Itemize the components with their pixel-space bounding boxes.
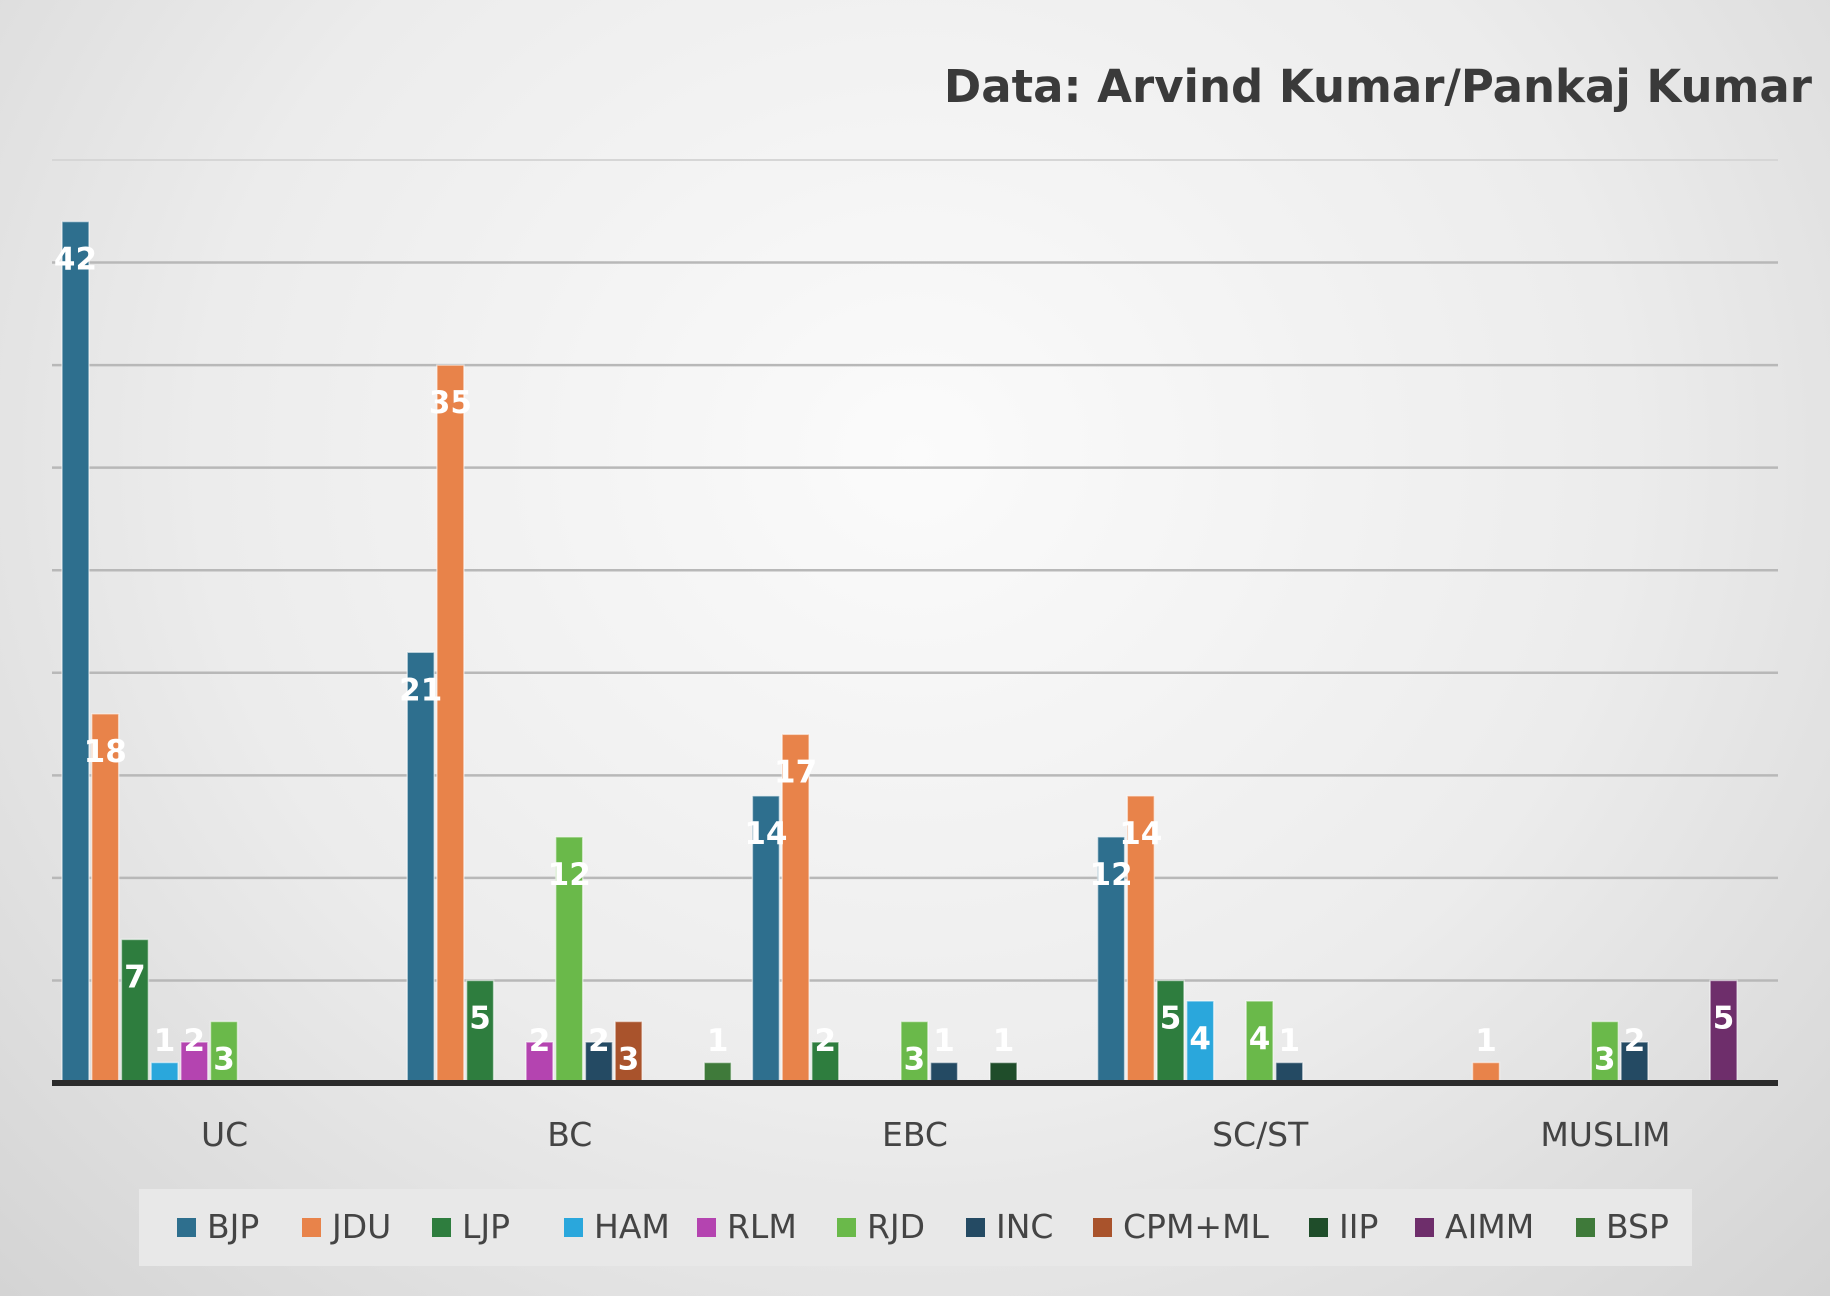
data-label-ebc-jdu: 17 <box>774 754 817 790</box>
data-label-sc-st-bjp: 12 <box>1090 857 1133 893</box>
bars <box>61 220 1738 1084</box>
legend-swatch-bjp <box>177 1218 196 1237</box>
legend-label-inc: INC <box>996 1207 1053 1246</box>
legend-label-rlm: RLM <box>727 1207 797 1246</box>
bar-ebc-iip <box>989 1061 1018 1084</box>
legend-label-rjd: RJD <box>867 1207 925 1246</box>
category-labels: UC BC EBC SC/ST MUSLIM <box>201 1115 1670 1154</box>
data-label-uc-ham: 1 <box>154 1023 176 1059</box>
legend-label-bsp: BSP <box>1606 1207 1669 1246</box>
legend-swatch-bsp <box>1576 1218 1595 1237</box>
data-label-bc-inc: 2 <box>588 1023 610 1059</box>
bar-sc-st-jdu <box>1126 795 1156 1084</box>
bar-bc-bjp <box>406 651 435 1084</box>
data-label-bc-bjp: 21 <box>399 672 442 708</box>
data-label-ebc-bjp: 14 <box>744 816 787 852</box>
data-label-bc-rlm: 2 <box>529 1023 551 1059</box>
data-label-bc-rjd: 12 <box>548 857 591 893</box>
data-label-bc-ljp: 5 <box>469 1000 491 1036</box>
legend-label-ham: HAM <box>594 1207 670 1246</box>
data-label-bc-jdu: 35 <box>429 385 472 421</box>
bar-bc-cpm-ml <box>614 1020 643 1084</box>
legend-swatch-cpm-ml <box>1093 1218 1112 1237</box>
data-label-muslim-inc: 2 <box>1624 1023 1646 1059</box>
legend-swatch-inc <box>966 1218 985 1237</box>
data-label-sc-st-ham: 4 <box>1189 1021 1211 1057</box>
category-label-bc: BC <box>547 1115 592 1154</box>
legend-swatch-iip <box>1309 1218 1328 1237</box>
legend-swatch-aimm <box>1415 1218 1434 1237</box>
data-label-uc-bjp: 42 <box>54 242 97 278</box>
category-label-uc: UC <box>201 1115 248 1154</box>
bar-bc-inc <box>584 1041 614 1084</box>
data-label-muslim-jdu: 1 <box>1475 1023 1497 1059</box>
category-label-sc-st: SC/ST <box>1212 1115 1309 1154</box>
data-label-ebc-inc: 1 <box>933 1023 955 1059</box>
bar-ebc-jdu <box>781 733 810 1084</box>
data-label-ebc-ljp: 2 <box>815 1023 837 1059</box>
legend: BJP JDU LJP HAM RLM RJD INC CPM+ML IIP AIMM BSP <box>139 1189 1692 1266</box>
data-label-uc-rlm: 2 <box>184 1023 206 1059</box>
data-label-muslim-rjd: 3 <box>1594 1041 1616 1077</box>
legend-swatch-rjd <box>837 1218 856 1237</box>
bar-muslim-rjd <box>1590 1020 1620 1084</box>
legend-label-ljp: LJP <box>462 1207 510 1246</box>
bar-uc-bjp <box>61 220 90 1084</box>
bar-ebc-ljp <box>811 1041 840 1084</box>
data-label-muslim-aimm: 5 <box>1713 1000 1735 1036</box>
bar-ebc-inc <box>929 1061 959 1084</box>
bar-sc-st-ham <box>1185 1000 1215 1084</box>
bar-ebc-rjd <box>900 1020 929 1084</box>
legend-label-bjp: BJP <box>207 1207 259 1246</box>
legend-swatch-ljp <box>432 1218 451 1237</box>
legend-label-jdu: JDU <box>330 1207 391 1246</box>
gridlines <box>52 159 1778 982</box>
bar-muslim-jdu <box>1471 1061 1501 1084</box>
data-label-uc-rjd: 3 <box>213 1041 235 1077</box>
legend-label-aimm: AIMM <box>1445 1207 1534 1246</box>
data-label-ebc-rjd: 3 <box>904 1041 926 1077</box>
legend-swatch-jdu <box>302 1218 321 1237</box>
data-label-ebc-iip: 1 <box>993 1023 1015 1059</box>
legend-swatch-rlm <box>697 1218 716 1237</box>
data-label-uc-jdu: 18 <box>84 734 127 770</box>
legend-swatch-ham <box>564 1218 583 1237</box>
data-label-sc-st-jdu: 14 <box>1119 816 1162 852</box>
data-label-sc-st-inc: 1 <box>1279 1023 1301 1059</box>
bar-sc-st-rjd <box>1245 1000 1274 1084</box>
data-label-sc-st-rjd: 4 <box>1249 1021 1271 1057</box>
bar-uc-ham <box>150 1061 179 1084</box>
data-label-sc-st-ljp: 5 <box>1160 1000 1182 1036</box>
legend-label-cpm-ml: CPM+ML <box>1123 1207 1270 1246</box>
category-label-ebc: EBC <box>882 1115 948 1154</box>
bar-bc-rjd <box>554 836 584 1084</box>
data-label-uc-ljp: 7 <box>124 959 146 995</box>
source-note: Data: Arvind Kumar/Pankaj Kumar <box>944 60 1813 113</box>
bar-uc-jdu <box>90 713 120 1084</box>
data-label-bc-cpm-ml: 3 <box>618 1041 640 1077</box>
bar-sc-st-bjp <box>1096 836 1126 1084</box>
bar-sc-st-inc <box>1275 1061 1304 1084</box>
category-label-muslim: MUSLIM <box>1540 1115 1670 1154</box>
bar-muslim-aimm <box>1709 979 1738 1084</box>
legend-label-iip: IIP <box>1339 1207 1378 1246</box>
bar-sc-st-ljp <box>1156 979 1185 1084</box>
bar-bc-jdu <box>436 364 465 1084</box>
data-label-bc-bsp: 1 <box>707 1023 729 1059</box>
bar-bc-bsp <box>703 1061 732 1084</box>
